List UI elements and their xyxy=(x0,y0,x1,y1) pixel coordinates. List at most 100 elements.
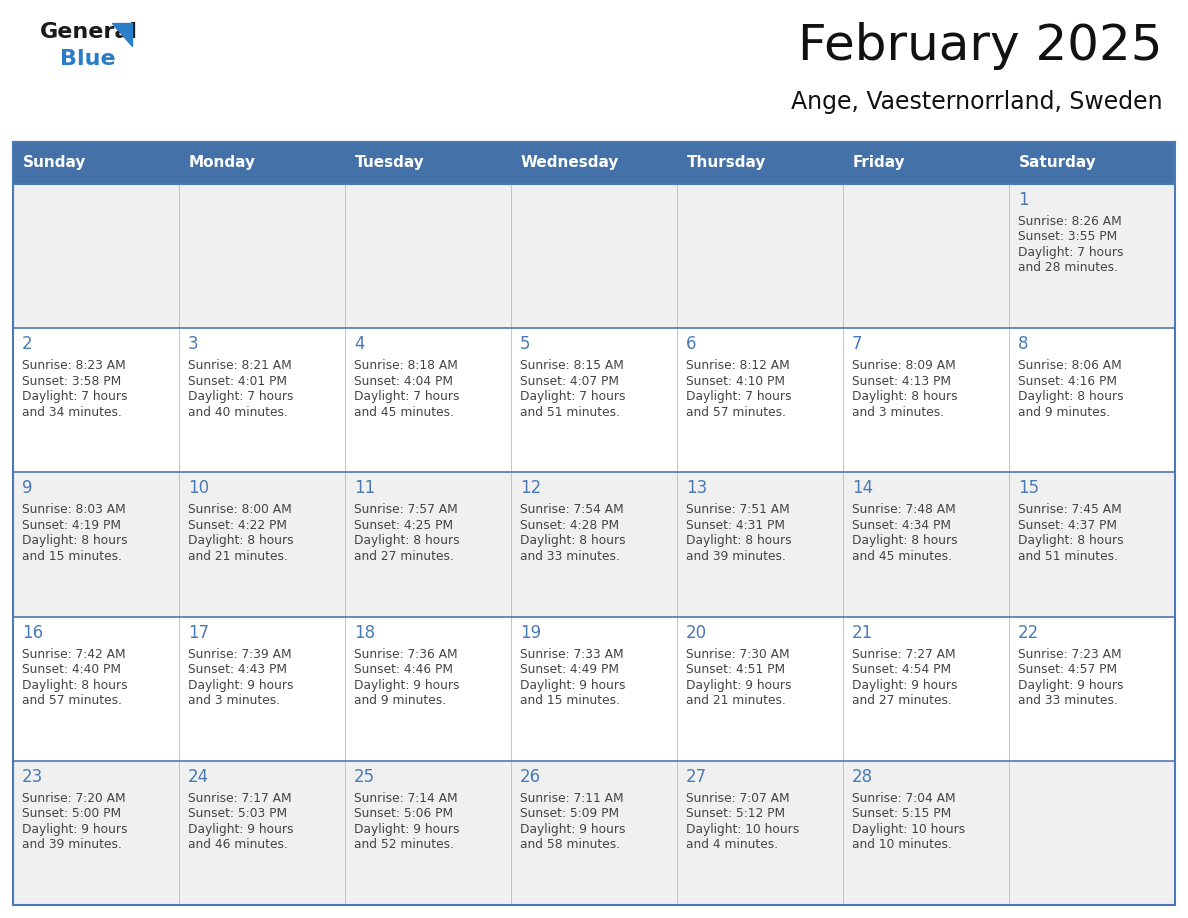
Bar xyxy=(677,142,843,184)
Text: 25: 25 xyxy=(354,767,375,786)
Text: Daylight: 9 hours: Daylight: 9 hours xyxy=(852,678,958,691)
Text: Daylight: 9 hours: Daylight: 9 hours xyxy=(188,823,293,835)
Text: Sunrise: 7:17 AM: Sunrise: 7:17 AM xyxy=(188,792,291,805)
Text: Sunset: 5:09 PM: Sunset: 5:09 PM xyxy=(520,807,619,821)
Text: and 52 minutes.: and 52 minutes. xyxy=(354,838,454,851)
Text: 2: 2 xyxy=(23,335,32,353)
Text: Sunset: 4:40 PM: Sunset: 4:40 PM xyxy=(23,663,121,676)
Text: Daylight: 8 hours: Daylight: 8 hours xyxy=(852,534,958,547)
Text: and 34 minutes.: and 34 minutes. xyxy=(23,406,122,419)
Text: and 28 minutes.: and 28 minutes. xyxy=(1018,262,1118,274)
Text: and 45 minutes.: and 45 minutes. xyxy=(852,550,952,563)
Text: 5: 5 xyxy=(520,335,531,353)
Text: Sunrise: 7:48 AM: Sunrise: 7:48 AM xyxy=(852,503,956,517)
Text: Sunrise: 8:21 AM: Sunrise: 8:21 AM xyxy=(188,359,292,372)
Text: Sunrise: 8:09 AM: Sunrise: 8:09 AM xyxy=(852,359,956,372)
Text: and 9 minutes.: and 9 minutes. xyxy=(1018,406,1110,419)
Bar xyxy=(13,142,179,184)
Text: Sunset: 4:49 PM: Sunset: 4:49 PM xyxy=(520,663,619,676)
Text: Saturday: Saturday xyxy=(1019,155,1097,171)
Text: Sunset: 4:04 PM: Sunset: 4:04 PM xyxy=(354,375,453,387)
Text: Daylight: 8 hours: Daylight: 8 hours xyxy=(23,678,127,691)
Text: Sunrise: 7:42 AM: Sunrise: 7:42 AM xyxy=(23,647,126,661)
Text: 22: 22 xyxy=(1018,623,1040,642)
Bar xyxy=(1009,142,1175,184)
Text: Daylight: 8 hours: Daylight: 8 hours xyxy=(23,534,127,547)
Text: and 27 minutes.: and 27 minutes. xyxy=(852,694,952,707)
Bar xyxy=(13,328,1175,473)
Text: 23: 23 xyxy=(23,767,43,786)
Text: Daylight: 7 hours: Daylight: 7 hours xyxy=(188,390,293,403)
Text: Daylight: 8 hours: Daylight: 8 hours xyxy=(852,390,958,403)
Text: Sunrise: 7:54 AM: Sunrise: 7:54 AM xyxy=(520,503,624,517)
Text: Daylight: 9 hours: Daylight: 9 hours xyxy=(23,823,127,835)
Text: Daylight: 8 hours: Daylight: 8 hours xyxy=(1018,390,1124,403)
Bar xyxy=(13,761,1175,905)
Text: Sunset: 4:22 PM: Sunset: 4:22 PM xyxy=(188,519,287,532)
Text: Sunset: 4:13 PM: Sunset: 4:13 PM xyxy=(852,375,952,387)
Text: Sunrise: 7:11 AM: Sunrise: 7:11 AM xyxy=(520,792,624,805)
Text: Monday: Monday xyxy=(189,155,255,171)
Text: Sunset: 5:06 PM: Sunset: 5:06 PM xyxy=(354,807,453,821)
Text: and 46 minutes.: and 46 minutes. xyxy=(188,838,287,851)
Text: Sunrise: 8:26 AM: Sunrise: 8:26 AM xyxy=(1018,215,1121,228)
Text: 15: 15 xyxy=(1018,479,1040,498)
Text: 20: 20 xyxy=(685,623,707,642)
Text: Daylight: 7 hours: Daylight: 7 hours xyxy=(1018,246,1124,259)
Text: Daylight: 8 hours: Daylight: 8 hours xyxy=(354,534,460,547)
Text: Sunset: 4:19 PM: Sunset: 4:19 PM xyxy=(23,519,121,532)
Text: Daylight: 7 hours: Daylight: 7 hours xyxy=(685,390,791,403)
Text: 9: 9 xyxy=(23,479,32,498)
Text: Tuesday: Tuesday xyxy=(355,155,425,171)
Text: 6: 6 xyxy=(685,335,696,353)
Text: Sunrise: 8:06 AM: Sunrise: 8:06 AM xyxy=(1018,359,1121,372)
Text: Sunset: 4:01 PM: Sunset: 4:01 PM xyxy=(188,375,287,387)
Text: 11: 11 xyxy=(354,479,375,498)
Text: 8: 8 xyxy=(1018,335,1029,353)
Text: Sunset: 4:51 PM: Sunset: 4:51 PM xyxy=(685,663,785,676)
Text: Sunrise: 7:30 AM: Sunrise: 7:30 AM xyxy=(685,647,790,661)
Text: Sunset: 4:28 PM: Sunset: 4:28 PM xyxy=(520,519,619,532)
Text: Friday: Friday xyxy=(853,155,905,171)
Text: Sunset: 4:37 PM: Sunset: 4:37 PM xyxy=(1018,519,1117,532)
Text: 24: 24 xyxy=(188,767,209,786)
Text: Sunset: 4:46 PM: Sunset: 4:46 PM xyxy=(354,663,453,676)
Text: Daylight: 9 hours: Daylight: 9 hours xyxy=(354,823,460,835)
Bar xyxy=(13,473,1175,617)
Text: Daylight: 7 hours: Daylight: 7 hours xyxy=(520,390,626,403)
Text: Daylight: 8 hours: Daylight: 8 hours xyxy=(520,534,626,547)
Text: 21: 21 xyxy=(852,623,873,642)
Text: and 10 minutes.: and 10 minutes. xyxy=(852,838,952,851)
Text: Sunrise: 7:36 AM: Sunrise: 7:36 AM xyxy=(354,647,457,661)
Text: Daylight: 9 hours: Daylight: 9 hours xyxy=(520,823,626,835)
Text: 26: 26 xyxy=(520,767,541,786)
Text: Daylight: 8 hours: Daylight: 8 hours xyxy=(685,534,791,547)
Text: Daylight: 9 hours: Daylight: 9 hours xyxy=(1018,678,1124,691)
Text: and 9 minutes.: and 9 minutes. xyxy=(354,694,447,707)
Text: and 51 minutes.: and 51 minutes. xyxy=(1018,550,1118,563)
Text: 19: 19 xyxy=(520,623,541,642)
Text: and 45 minutes.: and 45 minutes. xyxy=(354,406,454,419)
Text: and 27 minutes.: and 27 minutes. xyxy=(354,550,454,563)
Bar xyxy=(345,142,511,184)
Text: Sunset: 4:54 PM: Sunset: 4:54 PM xyxy=(852,663,952,676)
Text: Sunrise: 8:18 AM: Sunrise: 8:18 AM xyxy=(354,359,457,372)
Text: Sunrise: 8:00 AM: Sunrise: 8:00 AM xyxy=(188,503,292,517)
Text: Sunrise: 7:14 AM: Sunrise: 7:14 AM xyxy=(354,792,457,805)
Text: 28: 28 xyxy=(852,767,873,786)
Text: Sunset: 5:00 PM: Sunset: 5:00 PM xyxy=(23,807,121,821)
Text: Daylight: 7 hours: Daylight: 7 hours xyxy=(23,390,127,403)
Bar xyxy=(13,184,1175,328)
Text: February 2025: February 2025 xyxy=(798,22,1163,70)
Text: Sunrise: 7:07 AM: Sunrise: 7:07 AM xyxy=(685,792,790,805)
Text: 16: 16 xyxy=(23,623,43,642)
Text: Sunrise: 7:20 AM: Sunrise: 7:20 AM xyxy=(23,792,126,805)
Text: 10: 10 xyxy=(188,479,209,498)
Text: 13: 13 xyxy=(685,479,707,498)
Text: Sunrise: 7:33 AM: Sunrise: 7:33 AM xyxy=(520,647,624,661)
Text: 27: 27 xyxy=(685,767,707,786)
Text: Sunset: 3:55 PM: Sunset: 3:55 PM xyxy=(1018,230,1117,243)
Text: Daylight: 9 hours: Daylight: 9 hours xyxy=(685,678,791,691)
Text: 3: 3 xyxy=(188,335,198,353)
Bar xyxy=(843,142,1009,184)
